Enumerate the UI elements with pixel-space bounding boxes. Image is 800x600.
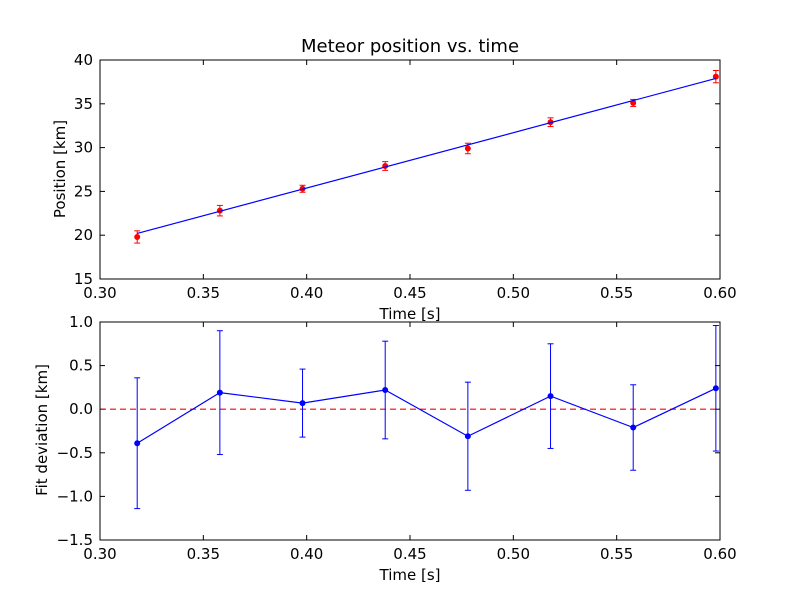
position-chart: Meteor position vs. time 0.30 0.35 0.40 0.4… <box>51 36 737 323</box>
deviation-plot-area: 0.30 0.35 0.40 0.45 0.50 0.55 0.60 −1.5 −1.0 −0.5… <box>57 313 737 563</box>
deviation-y-tick-label: 1.0 <box>69 313 93 331</box>
deviation-y-tick-label: 0.0 <box>69 400 93 418</box>
deviation-data-point <box>630 424 637 431</box>
deviation-x-tick-label: 0.40 <box>290 545 323 563</box>
position-y-tick-label: 20 <box>74 226 93 244</box>
position-x-tick-label: 0.35 <box>187 284 220 302</box>
deviation-data-point <box>464 433 471 440</box>
position-fit-line <box>137 77 717 235</box>
deviation-data-point <box>547 393 554 400</box>
deviation-y-tick-label: 0.5 <box>69 357 93 375</box>
deviation-deviation-line <box>136 387 717 444</box>
deviation-axes-frame <box>99 321 721 541</box>
position-x-tick-label: 0.45 <box>393 284 426 302</box>
position-data-point <box>464 145 471 152</box>
position-x-tick-label: 0.30 <box>83 284 116 302</box>
position-x-tick-label: 0.60 <box>703 284 736 302</box>
deviation-y-axis-label: Fit deviation [km] <box>33 364 51 496</box>
position-y-tick-label: 15 <box>74 270 93 288</box>
position-y-tick-label: 25 <box>74 182 93 200</box>
position-y-tick-label: 30 <box>74 139 93 157</box>
deviation-x-tick-label: 0.45 <box>393 545 426 563</box>
deviation-x-tick-label: 0.60 <box>703 545 736 563</box>
position-y-tick-label: 35 <box>74 95 93 113</box>
deviation-x-tick-label: 0.30 <box>83 545 116 563</box>
deviation-chart: 0.30 0.35 0.40 0.45 0.50 0.55 0.60 −1.5 −1.0 −0.5… <box>33 313 737 584</box>
deviation-x-axis-label: Time [s] <box>379 566 441 584</box>
position-x-axis-label: Time [s] <box>379 305 441 323</box>
deviation-data-point <box>134 440 141 447</box>
position-axes-frame <box>99 59 721 280</box>
deviation-data-point <box>712 385 719 392</box>
position-x-tick-label: 0.55 <box>600 284 633 302</box>
deviation-y-tick-label: −0.5 <box>57 444 93 462</box>
deviation-x-tick-label: 0.35 <box>187 545 220 563</box>
position-x-tick-label: 0.50 <box>497 284 530 302</box>
deviation-data-point <box>382 387 389 394</box>
position-y-tick-label: 40 <box>74 51 93 69</box>
deviation-x-tick-label: 0.55 <box>600 545 633 563</box>
deviation-y-tick-label: −1.5 <box>57 531 93 549</box>
position-y-axis-label: Position [km] <box>51 120 69 218</box>
position-plot-area: 0.30 0.35 0.40 0.45 0.50 0.55 0.60 15 20 25 30 35 40 <box>74 51 737 302</box>
deviation-x-tick-label: 0.50 <box>497 545 530 563</box>
position-data-point <box>712 73 719 80</box>
position-x-tick-label: 0.40 <box>290 284 323 302</box>
deviation-data-point <box>216 389 223 396</box>
deviation-data-point <box>299 400 306 407</box>
chart-title: Meteor position vs. time <box>301 36 519 57</box>
position-data-point <box>134 233 141 240</box>
deviation-y-tick-label: −1.0 <box>57 487 93 505</box>
